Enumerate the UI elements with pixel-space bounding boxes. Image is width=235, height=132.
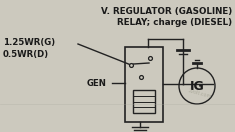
Text: 2volt.com: 2volt.com: [188, 88, 212, 100]
Text: RELAY; charge (DIESEL): RELAY; charge (DIESEL): [117, 18, 232, 27]
Text: IG: IG: [190, 79, 204, 93]
Bar: [133, 90, 155, 113]
Text: 0.5WR(D): 0.5WR(D): [3, 50, 49, 59]
Bar: [125, 47, 163, 122]
Text: 1.25WR(G): 1.25WR(G): [3, 38, 55, 47]
Text: V. REGULATOR (GASOLINE): V. REGULATOR (GASOLINE): [101, 7, 232, 16]
Text: GEN: GEN: [87, 79, 107, 88]
